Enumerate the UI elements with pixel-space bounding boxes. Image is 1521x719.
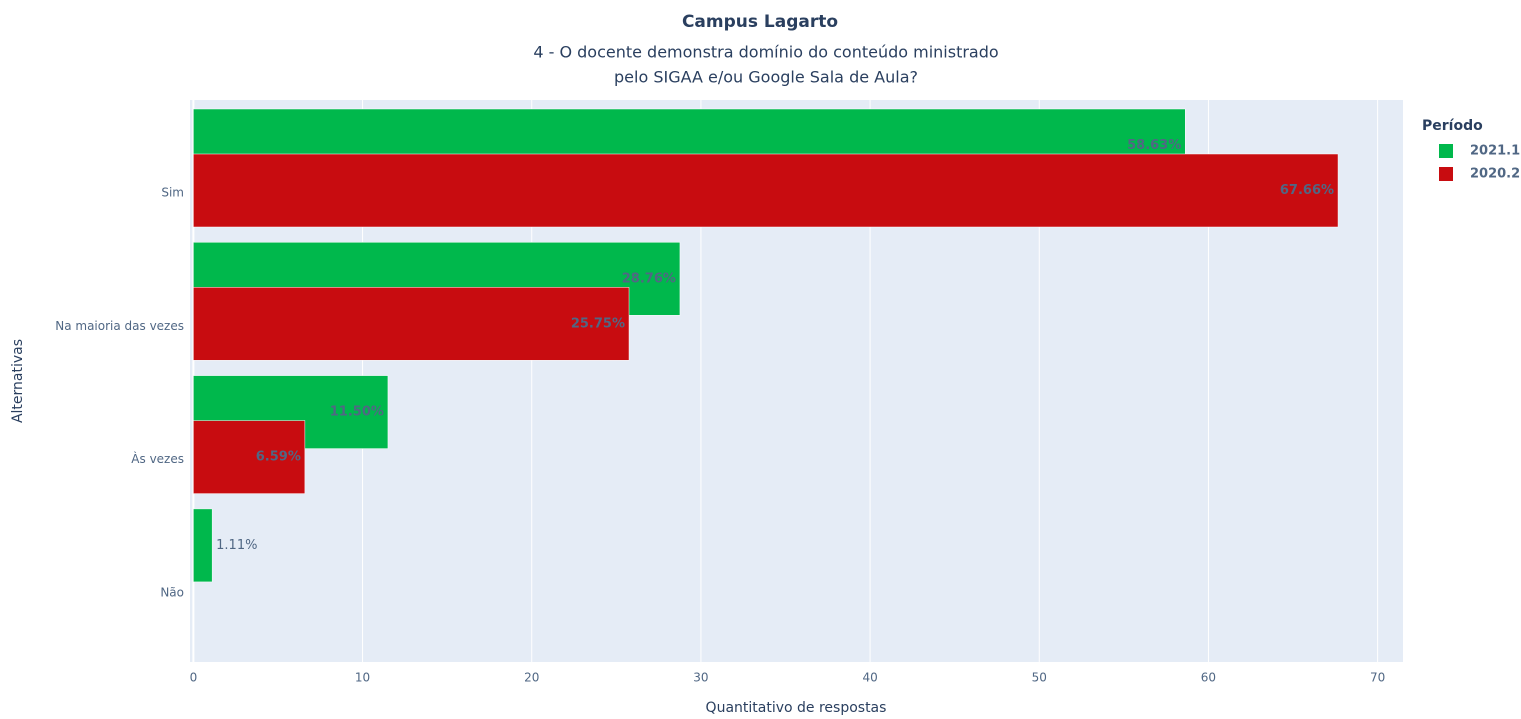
legend-swatch bbox=[1439, 144, 1453, 158]
legend-label: 2020.2 bbox=[1470, 167, 1520, 182]
data-label: 67.66% bbox=[1280, 183, 1334, 198]
bar bbox=[193, 287, 630, 361]
y-tick-label: Sim bbox=[161, 186, 184, 200]
x-tick-label: 70 bbox=[1370, 671, 1385, 685]
chart-subtitle: 4 - O docente demonstra domínio do conte… bbox=[533, 43, 998, 62]
legend-label: 2021.1 bbox=[1470, 144, 1520, 159]
y-tick-label: Não bbox=[160, 585, 184, 599]
y-tick-label: Às vezes bbox=[131, 451, 184, 466]
x-tick-label: 20 bbox=[524, 671, 539, 685]
x-tick-label: 0 bbox=[190, 671, 198, 685]
data-label: 1.11% bbox=[216, 538, 257, 553]
data-label: 25.75% bbox=[571, 316, 625, 331]
x-tick-label: 50 bbox=[1032, 671, 1047, 685]
x-tick-label: 30 bbox=[693, 671, 708, 685]
bar bbox=[193, 153, 1339, 228]
y-axis-title: Alternativas bbox=[10, 339, 26, 423]
data-label: 11.50% bbox=[330, 405, 384, 420]
chart-title: Campus Lagarto bbox=[682, 12, 838, 32]
bar bbox=[193, 508, 213, 583]
chart-subtitle: pelo SIGAA e/ou Google Sala de Aula? bbox=[614, 68, 918, 87]
x-tick-label: 40 bbox=[862, 671, 877, 685]
x-axis-title: Quantitativo de respostas bbox=[706, 700, 887, 716]
legend-swatch bbox=[1439, 167, 1453, 181]
y-tick-label: Na maioria das vezes bbox=[55, 319, 184, 333]
legend-title: Período bbox=[1422, 118, 1483, 134]
bar bbox=[193, 420, 306, 494]
data-label: 6.59% bbox=[256, 450, 301, 465]
data-label: 28.76% bbox=[622, 271, 676, 286]
x-tick-label: 10 bbox=[355, 671, 370, 685]
x-tick-label: 60 bbox=[1201, 671, 1216, 685]
data-label: 58.63% bbox=[1127, 138, 1181, 153]
